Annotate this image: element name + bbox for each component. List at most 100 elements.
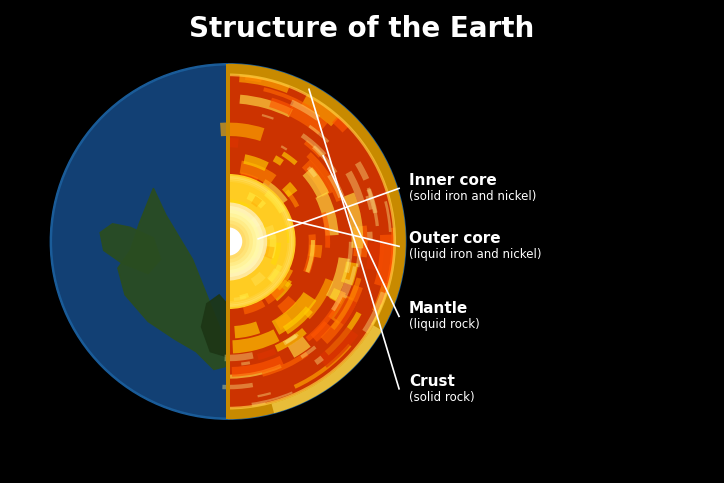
Wedge shape bbox=[264, 246, 274, 259]
Wedge shape bbox=[283, 334, 298, 345]
Wedge shape bbox=[251, 285, 268, 301]
Wedge shape bbox=[287, 101, 328, 135]
Wedge shape bbox=[52, 66, 228, 417]
Wedge shape bbox=[367, 187, 379, 226]
Wedge shape bbox=[366, 242, 384, 271]
Wedge shape bbox=[283, 306, 313, 334]
Wedge shape bbox=[240, 161, 277, 186]
Wedge shape bbox=[228, 64, 406, 419]
Wedge shape bbox=[300, 345, 316, 359]
Wedge shape bbox=[355, 248, 362, 268]
Wedge shape bbox=[261, 114, 274, 120]
Wedge shape bbox=[242, 182, 258, 199]
Wedge shape bbox=[306, 152, 342, 202]
Wedge shape bbox=[302, 159, 333, 197]
Wedge shape bbox=[245, 70, 263, 83]
Wedge shape bbox=[228, 202, 267, 281]
Text: Structure of the Earth: Structure of the Earth bbox=[190, 15, 534, 43]
Wedge shape bbox=[343, 193, 363, 248]
Wedge shape bbox=[235, 322, 260, 338]
Wedge shape bbox=[374, 234, 394, 288]
Wedge shape bbox=[240, 293, 249, 299]
Wedge shape bbox=[228, 179, 290, 304]
Wedge shape bbox=[271, 242, 281, 266]
Wedge shape bbox=[228, 216, 253, 267]
Wedge shape bbox=[247, 192, 266, 209]
Wedge shape bbox=[345, 242, 353, 273]
Wedge shape bbox=[303, 278, 334, 319]
Wedge shape bbox=[332, 112, 353, 132]
Wedge shape bbox=[285, 189, 299, 208]
Wedge shape bbox=[387, 227, 403, 285]
Wedge shape bbox=[321, 285, 363, 344]
Wedge shape bbox=[272, 326, 382, 413]
Wedge shape bbox=[285, 280, 292, 287]
Wedge shape bbox=[321, 212, 330, 248]
Wedge shape bbox=[303, 167, 329, 198]
Wedge shape bbox=[241, 361, 251, 366]
Wedge shape bbox=[272, 292, 316, 335]
Wedge shape bbox=[264, 202, 282, 227]
Wedge shape bbox=[290, 99, 320, 121]
Wedge shape bbox=[232, 329, 279, 354]
Wedge shape bbox=[228, 73, 396, 410]
Wedge shape bbox=[334, 298, 357, 325]
Wedge shape bbox=[294, 344, 351, 389]
Wedge shape bbox=[228, 227, 243, 256]
Wedge shape bbox=[367, 232, 373, 241]
Wedge shape bbox=[307, 166, 317, 178]
Wedge shape bbox=[306, 291, 346, 341]
Wedge shape bbox=[264, 190, 285, 213]
Bar bbox=[226, 64, 230, 419]
Wedge shape bbox=[252, 277, 263, 286]
Wedge shape bbox=[257, 348, 277, 360]
Wedge shape bbox=[297, 294, 317, 315]
Wedge shape bbox=[371, 293, 395, 329]
Bar bbox=[226, 71, 230, 412]
Wedge shape bbox=[229, 282, 254, 298]
Wedge shape bbox=[239, 73, 290, 93]
Wedge shape bbox=[301, 93, 340, 126]
Wedge shape bbox=[282, 152, 298, 165]
Wedge shape bbox=[258, 392, 271, 398]
Wedge shape bbox=[355, 161, 369, 181]
Wedge shape bbox=[222, 383, 253, 389]
Wedge shape bbox=[379, 247, 400, 307]
Wedge shape bbox=[230, 215, 242, 226]
Wedge shape bbox=[260, 225, 266, 231]
Wedge shape bbox=[240, 227, 248, 234]
Wedge shape bbox=[228, 178, 292, 305]
Wedge shape bbox=[269, 278, 292, 301]
Wedge shape bbox=[303, 234, 316, 273]
Wedge shape bbox=[232, 254, 243, 264]
Bar bbox=[226, 174, 230, 309]
Wedge shape bbox=[327, 173, 345, 198]
Wedge shape bbox=[228, 213, 256, 270]
Wedge shape bbox=[257, 279, 269, 292]
Polygon shape bbox=[118, 188, 228, 369]
Wedge shape bbox=[283, 216, 295, 238]
Wedge shape bbox=[287, 337, 311, 358]
Wedge shape bbox=[325, 312, 361, 355]
Wedge shape bbox=[366, 188, 377, 213]
Polygon shape bbox=[201, 295, 237, 357]
Wedge shape bbox=[329, 288, 346, 304]
Wedge shape bbox=[331, 278, 361, 330]
Wedge shape bbox=[228, 71, 399, 412]
Wedge shape bbox=[372, 282, 390, 313]
Wedge shape bbox=[312, 145, 337, 174]
Wedge shape bbox=[254, 286, 266, 298]
Wedge shape bbox=[234, 295, 246, 301]
Wedge shape bbox=[232, 356, 284, 377]
Wedge shape bbox=[229, 138, 239, 148]
Wedge shape bbox=[254, 197, 272, 215]
Wedge shape bbox=[228, 224, 246, 259]
Wedge shape bbox=[308, 125, 329, 143]
Wedge shape bbox=[232, 225, 238, 232]
Wedge shape bbox=[326, 257, 350, 301]
Wedge shape bbox=[264, 87, 315, 113]
Wedge shape bbox=[268, 264, 282, 282]
Wedge shape bbox=[239, 172, 258, 188]
Wedge shape bbox=[274, 268, 288, 282]
Wedge shape bbox=[281, 145, 287, 151]
